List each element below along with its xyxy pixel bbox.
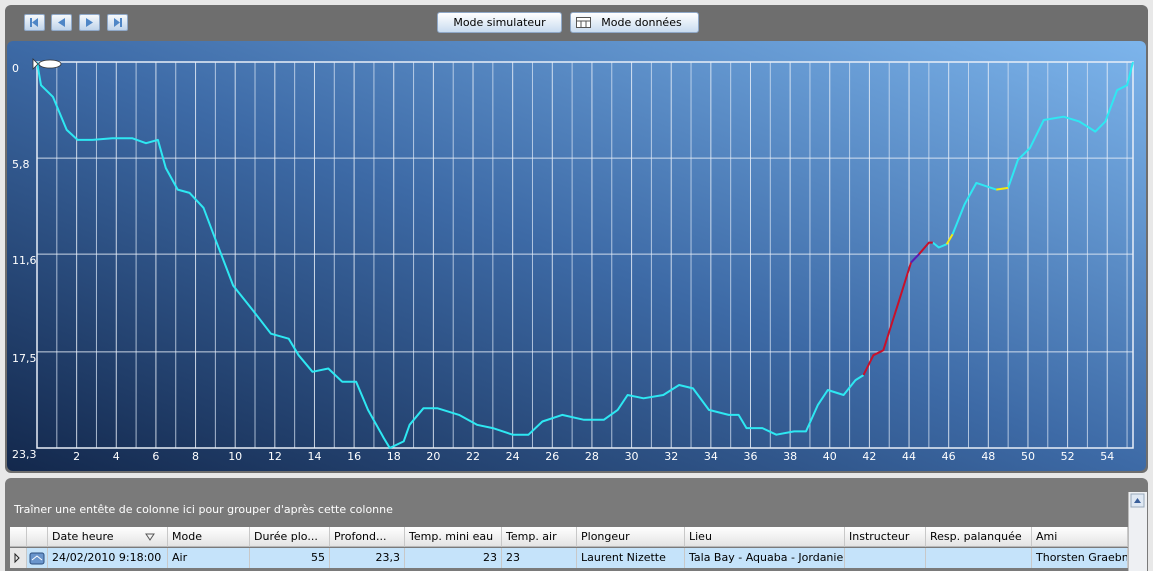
column-header[interactable]: Profond... <box>330 527 405 547</box>
column-header[interactable]: Resp. palanquée <box>926 527 1032 547</box>
column-header[interactable]: Mode <box>168 527 250 547</box>
row-indicator[interactable] <box>10 548 27 568</box>
x-tick-label: 32 <box>664 450 678 463</box>
last-button[interactable] <box>107 14 128 31</box>
x-tick-label: 20 <box>426 450 440 463</box>
column-header[interactable]: Temp. mini eau <box>405 527 502 547</box>
grid-cell[interactable]: 24/02/2010 9:18:00 <box>48 548 168 568</box>
y-tick-label: 23,3 <box>12 448 37 461</box>
column-header[interactable]: Plongeur <box>577 527 685 547</box>
column-header[interactable]: Ami <box>1032 527 1128 547</box>
row-indicator-header <box>10 527 27 547</box>
fish-icon <box>32 58 62 70</box>
grid-cell[interactable] <box>926 548 1032 568</box>
x-tick-label: 38 <box>783 450 797 463</box>
grid-cell[interactable]: 23 <box>502 548 577 568</box>
grid-cell[interactable]: Air <box>168 548 250 568</box>
chart-panel: 2 4 6 8 10 12 14 16 18 20 22 24 26 28 30 32 34 36 38 40 42 44… <box>5 5 1148 473</box>
y-tick-label: 5,8 <box>12 158 30 171</box>
x-tick-label: 8 <box>192 450 199 463</box>
next-button[interactable] <box>79 14 100 31</box>
first-button[interactable] <box>24 14 45 31</box>
chart-background <box>7 41 1146 471</box>
depth-line <box>862 241 933 376</box>
depth-line <box>945 186 1009 245</box>
scrollbar[interactable] <box>1128 492 1147 571</box>
x-tick-label: 16 <box>347 450 361 463</box>
depth-line <box>36 61 1134 449</box>
y-tick-label: 17,5 <box>12 352 37 365</box>
grid-cell[interactable]: Thorsten Graebner <box>1032 548 1128 568</box>
x-tick-label: 14 <box>307 450 321 463</box>
x-tick-label: 52 <box>1061 450 1075 463</box>
x-tick-label: 54 <box>1100 450 1114 463</box>
group-hint: Traîner une entête de colonne ici pour g… <box>14 503 393 516</box>
x-tick-label: 46 <box>942 450 956 463</box>
x-tick-label: 36 <box>743 450 757 463</box>
y-tick-label: 0 <box>12 62 19 75</box>
button-label: Mode données <box>601 16 682 29</box>
x-tick-label: 28 <box>585 450 599 463</box>
column-header[interactable]: Date heure <box>48 527 168 547</box>
previous-button[interactable] <box>51 14 72 31</box>
x-tick-label: 42 <box>862 450 876 463</box>
x-tick-label: 22 <box>466 450 480 463</box>
grid-cell[interactable]: 55 <box>250 548 330 568</box>
grid-cell[interactable]: 23,3 <box>330 548 405 568</box>
grid-cell[interactable]: Tala Bay - Aquaba - Jordanie ... <box>685 548 845 568</box>
row-icon <box>27 548 48 568</box>
x-tick-label: 24 <box>506 450 520 463</box>
y-tick-label: 11,6 <box>12 254 37 267</box>
column-header[interactable]: Temp. air <box>502 527 577 547</box>
simulator-mode-button[interactable]: Mode simulateur <box>437 12 562 33</box>
x-tick-label: 48 <box>981 450 995 463</box>
x-tick-label: 40 <box>823 450 837 463</box>
x-tick-label: 10 <box>228 450 242 463</box>
grid-cell[interactable] <box>845 548 926 568</box>
column-header[interactable]: Durée plo... <box>250 527 330 547</box>
depth-line <box>910 253 920 264</box>
table-icon <box>576 17 591 28</box>
x-tick-label: 50 <box>1021 450 1035 463</box>
icon-header <box>27 527 48 547</box>
column-header[interactable]: Lieu <box>685 527 845 547</box>
x-tick-label: 18 <box>387 450 401 463</box>
x-tick-label: 26 <box>545 450 559 463</box>
grid-cell[interactable]: 23 <box>405 548 502 568</box>
x-tick-label: 30 <box>625 450 639 463</box>
x-tick-label: 2 <box>73 450 80 463</box>
x-tick-label: 4 <box>113 450 120 463</box>
x-tick-label: 34 <box>704 450 718 463</box>
grid-cell[interactable]: Laurent Nizette <box>577 548 685 568</box>
column-header[interactable]: Instructeur <box>845 527 926 547</box>
sort-arrow <box>145 533 155 541</box>
data-mode-button[interactable]: Mode données <box>570 12 699 33</box>
x-tick-label: 12 <box>268 450 282 463</box>
x-tick-label: 6 <box>152 450 159 463</box>
x-tick-label: 44 <box>902 450 916 463</box>
